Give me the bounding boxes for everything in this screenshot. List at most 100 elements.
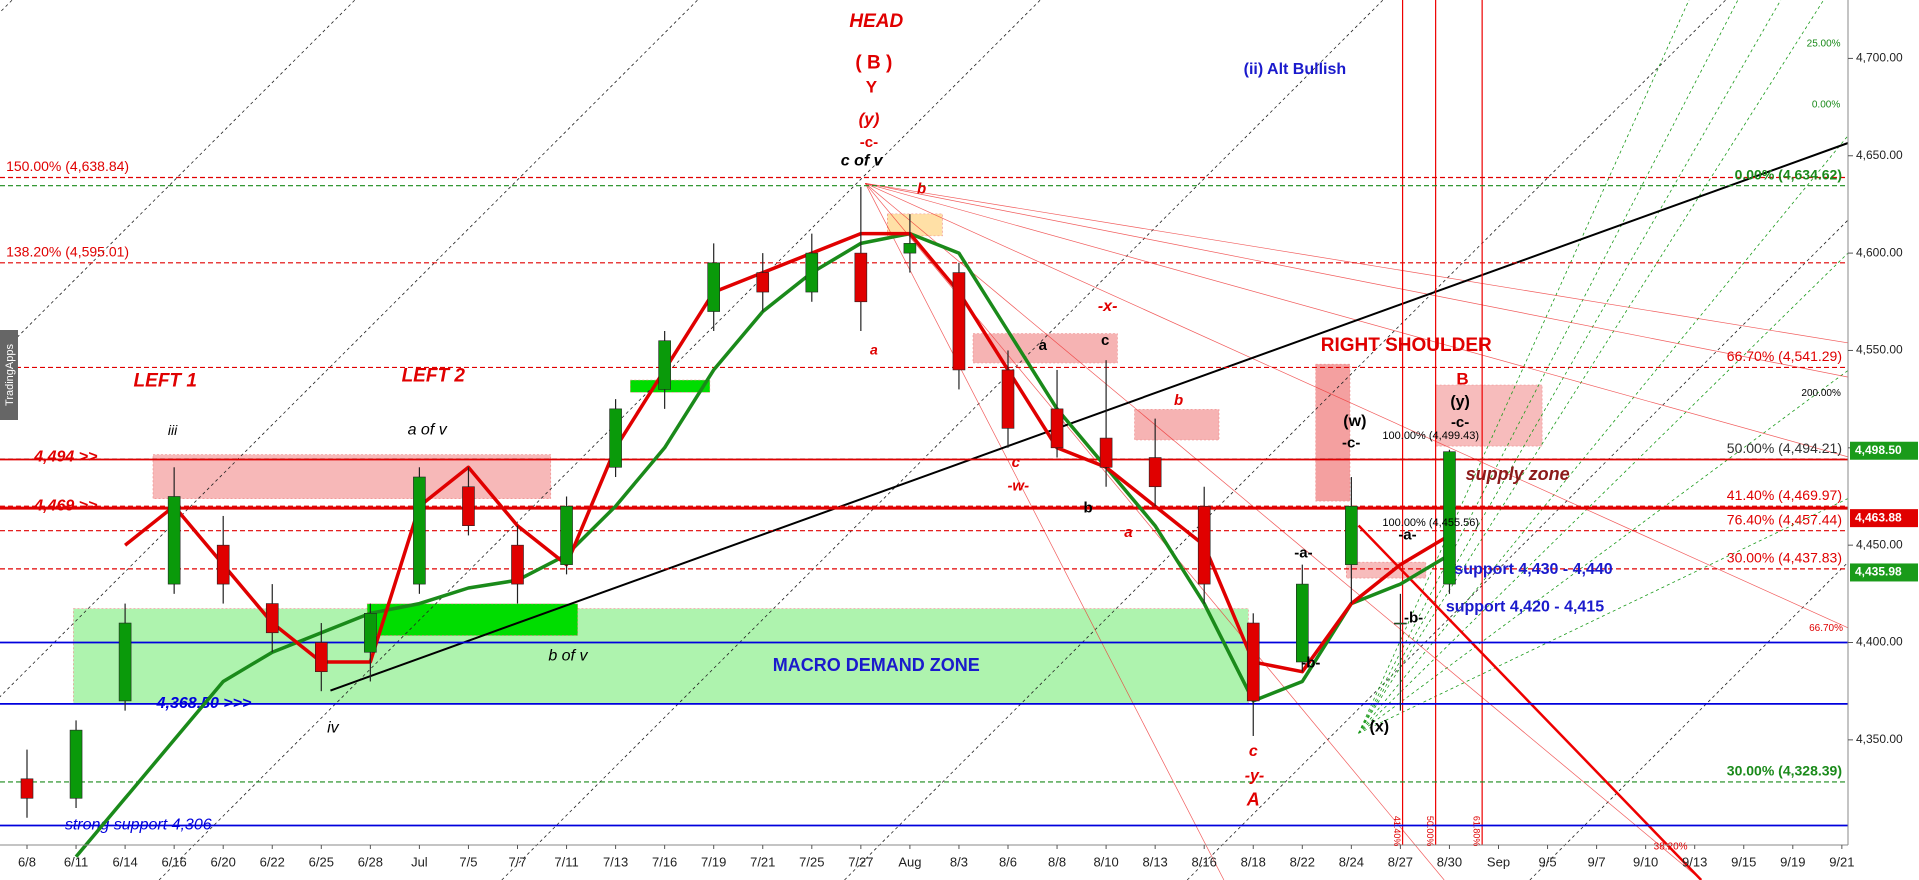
x-tick-label: 9/19 xyxy=(1780,854,1805,869)
annotation: b xyxy=(1174,392,1183,409)
annotation: c xyxy=(1249,743,1258,760)
annotation: -c- xyxy=(1342,435,1360,452)
x-tick-label: 9/10 xyxy=(1633,854,1658,869)
watermark-badge xyxy=(0,330,18,420)
candle-body xyxy=(658,340,671,390)
candle-body xyxy=(20,778,34,799)
annotation: (x) xyxy=(1370,718,1390,735)
zone xyxy=(152,454,552,499)
candle-body xyxy=(1394,622,1407,625)
price-badge-label: 4,463.88 xyxy=(1855,510,1902,524)
annotation: LEFT 1 xyxy=(134,370,197,391)
annotation: 41.40% xyxy=(1392,816,1402,847)
x-tick-label: 8/27 xyxy=(1388,854,1413,869)
x-tick-label: 9/21 xyxy=(1829,854,1854,869)
zone xyxy=(73,608,1249,705)
y-tick-label: 4,400.00 xyxy=(1856,635,1903,649)
fan-line xyxy=(865,183,1702,880)
y-tick-label: 4,350.00 xyxy=(1856,732,1903,746)
x-tick-label: 8/8 xyxy=(1048,854,1066,869)
x-tick-label: 8/6 xyxy=(999,854,1017,869)
level-label: 138.20% (4,595.01) xyxy=(6,244,129,260)
candle-body xyxy=(1050,408,1064,449)
zone xyxy=(1134,409,1220,441)
zone xyxy=(1315,363,1351,502)
x-tick-label: 6/16 xyxy=(161,854,186,869)
candle-body xyxy=(560,505,573,565)
x-tick-label: 8/10 xyxy=(1093,854,1118,869)
x-tick-label: Sep xyxy=(1487,854,1510,869)
annotation: 38.20% xyxy=(1654,842,1688,853)
annotation: -c- xyxy=(860,134,878,151)
x-tick-label: 6/22 xyxy=(260,854,285,869)
x-tick-label: 7/5 xyxy=(459,854,477,869)
candle-body xyxy=(118,622,132,702)
x-tick-label: 7/13 xyxy=(603,854,628,869)
annotation: 61.80% xyxy=(1472,816,1482,847)
annotation: (w) xyxy=(1343,413,1366,430)
x-tick-label: 9/7 xyxy=(1588,854,1606,869)
x-tick-label: 7/11 xyxy=(554,854,578,869)
annotation: (y) xyxy=(1450,393,1470,410)
annotation: LEFT 2 xyxy=(402,365,466,386)
annotation: -x- xyxy=(1098,298,1118,315)
price-badge xyxy=(1850,509,1918,528)
level-label: 30.00% (4,437.83) xyxy=(1727,550,1842,566)
annotation: 100.00% (4,455.56) xyxy=(1382,517,1479,529)
annotation: 200.00% xyxy=(1801,388,1841,399)
x-tick-label: 9/13 xyxy=(1682,854,1707,869)
y-tick-label: 4,650.00 xyxy=(1856,148,1903,162)
annotation: MACRO DEMAND ZONE xyxy=(773,655,980,675)
candle-body xyxy=(756,272,770,293)
annotation: -y- xyxy=(1245,767,1265,784)
x-tick-label: 6/8 xyxy=(18,854,36,869)
level-label: strong support 4,306 xyxy=(65,817,212,834)
candle-body xyxy=(413,476,426,585)
annotation: A xyxy=(1246,789,1260,809)
x-tick-label: 9/5 xyxy=(1539,854,1557,869)
watermark: TradingApps xyxy=(4,344,16,406)
axis-panel xyxy=(1848,0,1919,880)
candle-body xyxy=(1443,451,1456,585)
candle-body xyxy=(1296,583,1309,663)
x-tick-label: 7/27 xyxy=(848,854,873,869)
annotation: c of v xyxy=(841,153,884,170)
x-tick-label: 7/7 xyxy=(508,854,526,869)
zone xyxy=(366,603,578,636)
level-label: 0.00% (4,634.62) xyxy=(1735,166,1842,182)
candle-body xyxy=(265,603,279,634)
annotation: a xyxy=(870,341,878,357)
y-tick-label: 4,700.00 xyxy=(1856,51,1903,65)
annotation: 0.00% xyxy=(1812,100,1840,111)
annotation: -w- xyxy=(1007,477,1029,494)
candle-body xyxy=(609,408,622,468)
annotation: support 4,420 - 4,415 xyxy=(1446,599,1604,616)
annotation: -b- xyxy=(1301,655,1320,672)
zone xyxy=(972,333,1118,364)
level-label: 4,469 >> xyxy=(33,497,97,514)
x-tick-label: 9/15 xyxy=(1731,854,1756,869)
fan-line xyxy=(1358,317,1919,734)
annotation: B xyxy=(1456,370,1468,389)
annotation: -a- xyxy=(1398,526,1416,543)
candle-body xyxy=(1099,437,1113,468)
candle-body xyxy=(167,496,181,585)
x-tick-label: 8/16 xyxy=(1192,854,1217,869)
fan-line xyxy=(864,183,1225,880)
annotation: ( B ) xyxy=(855,53,892,74)
annotation: HEAD xyxy=(849,11,903,32)
fan-line xyxy=(1358,183,1919,734)
moving-average xyxy=(124,231,1451,674)
annotation: 25.00% xyxy=(1807,39,1841,50)
x-tick-label: 6/28 xyxy=(358,854,383,869)
annotation: iii xyxy=(168,422,178,438)
annotation: a xyxy=(1124,524,1132,541)
candle-body xyxy=(511,544,524,585)
annotation: iv xyxy=(327,720,340,737)
candle-body xyxy=(952,272,966,371)
level-label: 50.00% (4,494.21) xyxy=(1727,440,1842,456)
annotation: -c- xyxy=(1451,414,1469,431)
level-label: 30.00% (4,328.39) xyxy=(1727,763,1842,779)
x-tick-label: 7/21 xyxy=(750,854,775,869)
